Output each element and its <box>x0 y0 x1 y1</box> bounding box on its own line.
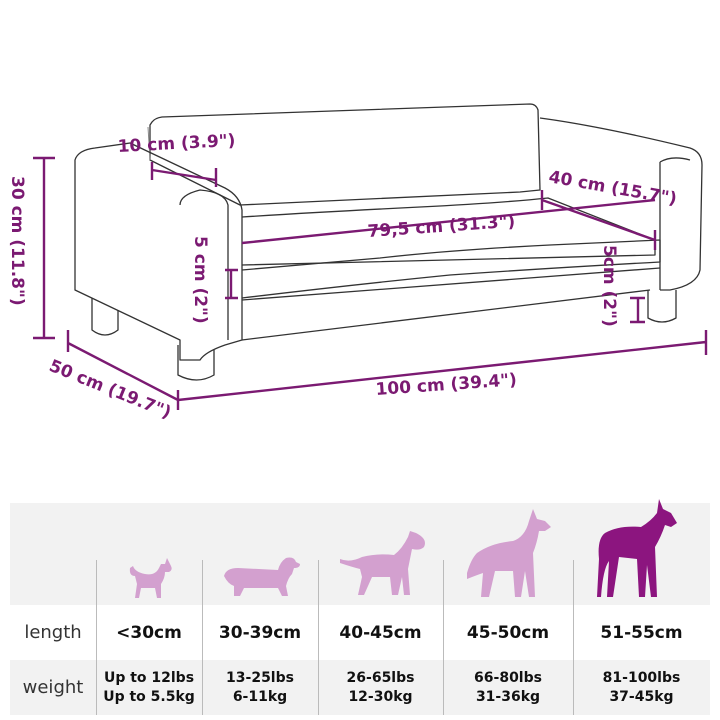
weight-kg: 37-45kg <box>609 688 674 705</box>
length-cell: 51-55cm <box>600 622 683 643</box>
width-label: 100 cm (39.4") <box>375 370 518 400</box>
length-cell: 40-45cm <box>339 622 422 643</box>
dog-size-table: length <30cm 30-39cm 40-45cm 45-50cm 51-… <box>10 499 710 715</box>
great-dane-icon <box>597 499 677 597</box>
weight-lbs: 26-65lbs <box>346 669 415 686</box>
length-cell: 45-50cm <box>466 622 550 643</box>
weight-cell: 81-100lbs 37-45kg <box>573 660 710 715</box>
dimension-lines <box>33 156 708 410</box>
weight-kg: 12-30kg <box>348 688 413 705</box>
height-label: 30 cm (11.8") <box>7 176 27 306</box>
weight-cell: Up to 12lbs Up to 5.5kg <box>96 660 202 715</box>
dachshund-icon <box>224 557 300 596</box>
chihuahua-icon <box>129 558 172 598</box>
seat-depth-label: 40 cm (15.7") <box>547 167 678 209</box>
weight-kg: 6-11kg <box>232 688 288 705</box>
weight-lbs: Up to 12lbs <box>103 669 195 686</box>
seat-width-label: 79,5 cm (31.3") <box>367 212 516 242</box>
weight-row-label: weight <box>22 677 84 698</box>
weight-lbs: 81-100lbs <box>602 669 681 686</box>
weight-kg: Up to 5.5kg <box>103 688 195 705</box>
bull-terrier-icon <box>340 531 425 595</box>
dog-icons-row <box>10 499 710 605</box>
weight-cell: 66-80lbs 31-36kg <box>443 660 573 715</box>
weight-kg: 31-36kg <box>475 688 541 705</box>
backrest-thickness-label: 10 cm (3.9") <box>117 131 236 157</box>
shepherd-icon <box>467 509 551 597</box>
column-divider <box>443 560 444 715</box>
column-divider <box>318 560 319 715</box>
length-row: length <30cm 30-39cm 40-45cm 45-50cm 51-… <box>10 605 710 660</box>
weight-lbs: 66-80lbs <box>474 669 542 686</box>
sofa-dimension-diagram: 10 cm (3.9") 30 cm (11.8") 40 cm (15.7")… <box>7 103 708 423</box>
weight-row: weight Up to 12lbs Up to 5.5kg 13-25lbs 6-… <box>10 660 710 715</box>
depth-label: 50 cm (19.7") <box>46 356 174 423</box>
length-row-label: length <box>24 622 82 643</box>
length-cell: <30cm <box>116 622 182 643</box>
weight-lbs: 13-25lbs <box>226 669 294 686</box>
cushion-height-label: 5 cm (2") <box>190 236 210 324</box>
weight-cell: 26-65lbs 12-30kg <box>318 660 443 715</box>
column-divider <box>573 560 574 715</box>
sofa-drawing <box>74 103 703 381</box>
length-cell: 30-39cm <box>218 622 302 643</box>
column-divider <box>202 560 203 715</box>
weight-cell: 13-25lbs 6-11kg <box>202 660 318 715</box>
leg-height-label: 5cm (2") <box>599 245 619 327</box>
column-divider <box>96 560 97 715</box>
